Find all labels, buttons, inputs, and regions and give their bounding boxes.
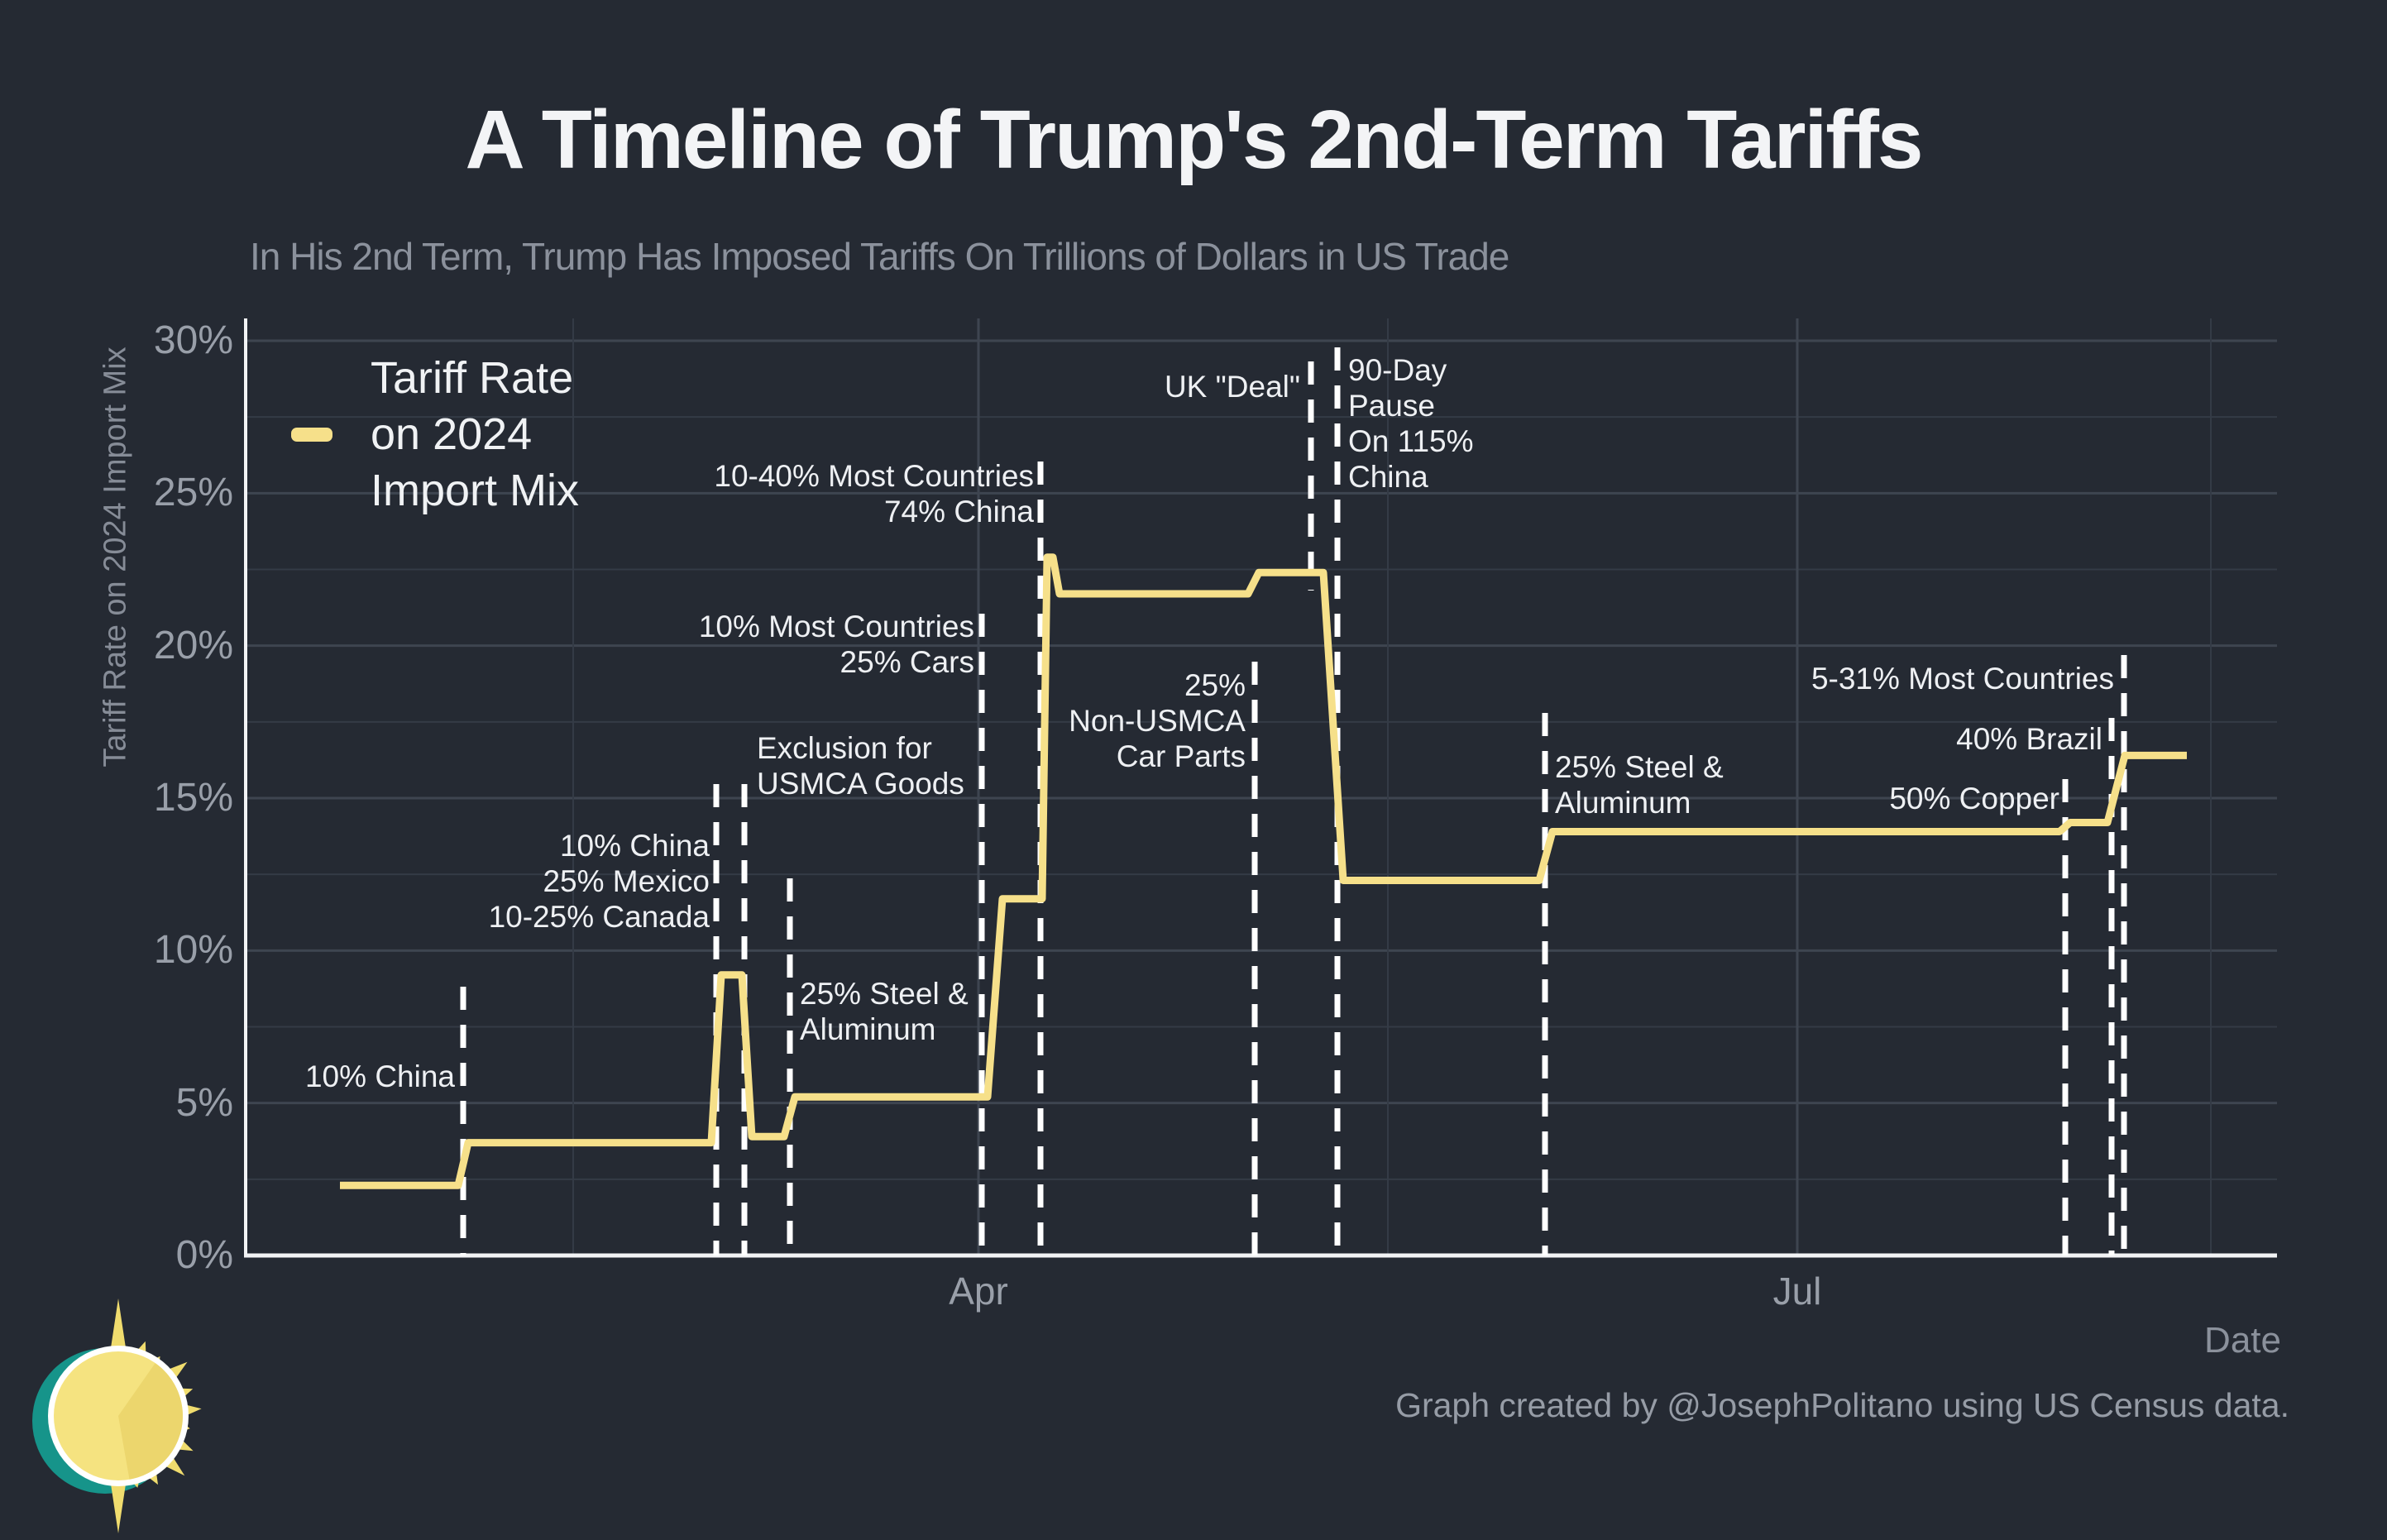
annotation: UK "Deal" [1165, 369, 1300, 404]
annotation-line: 10-25% Canada [488, 900, 710, 934]
sun-logo-icon [32, 1298, 202, 1533]
y-tick-label: 10% [153, 928, 233, 973]
y-tick-label: 30% [153, 318, 233, 362]
annotation: 10-40% Most Countries 74% China [714, 458, 1034, 529]
legend-label-line: on 2024 [371, 409, 533, 459]
annotation: 50% Copper [1889, 781, 2059, 816]
annotation: 10% Most Countries 25% Cars [699, 609, 974, 680]
legend-line-swatch [291, 428, 332, 442]
x-tick-label: Apr [949, 1270, 1008, 1313]
annotation: 25% Non-USMCA Car Parts [1069, 667, 1246, 774]
annotation: 5-31% Most Countries [1811, 661, 2114, 696]
y-axis-title: Tariff Rate on 2024 Import Mix [98, 347, 133, 768]
annotation-line: 25% [1184, 668, 1246, 702]
annotation: 40% Brazil [1956, 721, 2102, 757]
annotation-line: Aluminum [800, 1012, 936, 1046]
annotation-line: On 115% [1348, 424, 1474, 458]
page-title: A Timeline of Trump's 2nd-Term Tariffs [465, 93, 1923, 186]
annotation-line: 5-31% Most Countries [1811, 662, 2114, 696]
tariff-rate-line [340, 553, 2187, 1189]
annotation-line: Exclusion for [757, 731, 932, 765]
y-tick-label: 20% [153, 623, 233, 667]
x-tick-label: Jul [1772, 1270, 1822, 1313]
y-tick-label: 15% [153, 775, 233, 820]
annotation-line: 10% China [304, 1059, 455, 1093]
legend-label: Tariff Rate on 2024 Import Mix [371, 350, 579, 519]
annotation: 90-Day Pause On 115% China [1348, 352, 1474, 495]
annotation-line: 25% Steel & [800, 977, 969, 1011]
annotation: 25% Steel & Aluminum [1555, 749, 1724, 820]
annotation-line: 40% Brazil [1956, 722, 2102, 756]
annotation: 25% Steel & Aluminum [800, 976, 969, 1047]
annotation-line: 10-40% Most Countries [714, 459, 1034, 493]
logo-disc-wedge [118, 1363, 183, 1480]
annotation-line: 10% Most Countries [698, 610, 974, 643]
annotation-line: Non-USMCA [1069, 704, 1246, 738]
annotation-line: Aluminum [1555, 786, 1691, 820]
annotation-line: Car Parts [1116, 739, 1246, 773]
annotation-line: 74% China [883, 495, 1034, 528]
x-axis-title: Date [2204, 1320, 2281, 1361]
annotation: Exclusion for USMCA Goods [757, 730, 964, 801]
legend-label-line: Tariff Rate [371, 353, 574, 403]
annotation-line: 25% Cars [840, 645, 974, 679]
annotation-line: China [1348, 460, 1428, 494]
annotation-line: Pause [1348, 389, 1435, 423]
annotation: 10% China 25% Mexico 10-25% Canada [489, 828, 710, 935]
annotation: 10% China [305, 1059, 455, 1094]
annotation-line: USMCA Goods [757, 767, 964, 801]
credit-line: Graph created by @JosephPolitano using U… [1395, 1386, 2289, 1424]
y-tick-label: 0% [175, 1233, 233, 1277]
y-tick-label: 25% [153, 471, 233, 515]
annotation-line: UK "Deal" [1164, 370, 1300, 404]
annotation-line: 90-Day [1348, 353, 1447, 387]
legend-label-line: Import Mix [371, 466, 580, 515]
y-tick-label: 5% [175, 1080, 233, 1125]
annotation-line: 10% China [559, 829, 710, 863]
annotation-line: 50% Copper [1889, 782, 2059, 815]
page-subtitle: In His 2nd Term, Trump Has Imposed Tarif… [250, 235, 1509, 278]
annotation-line: 25% Steel & [1555, 750, 1724, 784]
annotation-line: 25% Mexico [543, 864, 710, 898]
